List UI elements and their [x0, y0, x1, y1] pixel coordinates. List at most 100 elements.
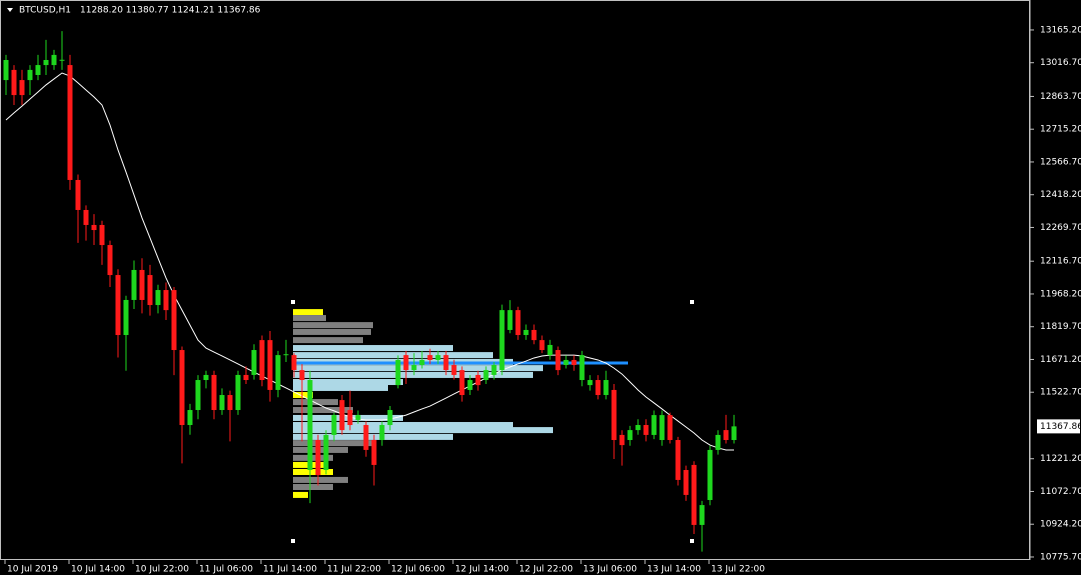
candle-body — [603, 380, 609, 396]
profile-bar — [293, 399, 338, 406]
candle-body — [259, 340, 265, 381]
candle-body — [187, 410, 193, 426]
candle-body — [243, 374, 249, 381]
profile-bar — [293, 476, 348, 483]
candle-body — [59, 59, 65, 61]
profile-bar — [293, 454, 333, 461]
candle-body — [611, 389, 617, 441]
profile-bar — [293, 315, 326, 322]
last-price-box — [1037, 419, 1080, 434]
candle-body — [651, 415, 657, 435]
candle-body — [491, 365, 497, 375]
candle-body — [291, 355, 297, 371]
y-tick-label: 10924.20 — [1040, 520, 1081, 530]
candle-body — [43, 59, 49, 66]
candle-body — [539, 340, 545, 351]
candle-body — [283, 354, 289, 356]
y-tick-label: 11072.70 — [1040, 487, 1081, 497]
x-tick-label: 10 Jul 2019 — [7, 565, 58, 575]
candle-body — [731, 426, 737, 441]
moving-average — [5, 72, 734, 451]
candle-body — [507, 310, 513, 330]
profile-bar — [293, 352, 493, 359]
candle-body — [403, 355, 409, 371]
profile-bar — [293, 427, 553, 434]
profile-bar — [293, 483, 333, 490]
candle-body — [547, 344, 553, 356]
y-tick-label: 12269.70 — [1040, 223, 1081, 233]
candle-body — [107, 245, 113, 276]
candle-body — [699, 505, 705, 525]
y-tick-label: 11671.20 — [1040, 355, 1081, 365]
candle-body — [483, 370, 489, 381]
candle-body — [51, 54, 57, 66]
last-price-label: 11367.86 — [1040, 422, 1081, 432]
profile-bar — [293, 371, 533, 378]
x-tick-label: 12 Jul 06:00 — [391, 565, 445, 575]
y-tick-label: 12418.20 — [1040, 190, 1081, 200]
plot-frame — [0, 0, 1030, 560]
profile-bar — [293, 328, 371, 335]
profile-bar — [293, 491, 308, 498]
profile-bar — [293, 433, 453, 440]
candle-body — [451, 365, 457, 375]
candle-body — [339, 400, 345, 431]
profile-bar — [293, 379, 403, 386]
candle-body — [211, 374, 217, 411]
profile-bar — [293, 392, 313, 399]
y-tick-label: 12116.70 — [1040, 257, 1081, 267]
candle-body — [571, 359, 577, 366]
candle-body — [27, 69, 33, 81]
profile-handle[interactable] — [690, 300, 694, 304]
candle-body — [139, 269, 145, 300]
candle-body — [691, 464, 697, 525]
profile-bar — [293, 345, 453, 352]
candle-body — [443, 355, 449, 371]
x-tick-label: 10 Jul 14:00 — [71, 565, 125, 575]
candle-body — [683, 470, 689, 495]
candle-body — [179, 350, 185, 426]
y-tick-label: 12863.70 — [1040, 92, 1081, 102]
candle-body — [3, 59, 9, 81]
candle-body — [115, 275, 121, 336]
profile-handle[interactable] — [291, 300, 295, 304]
chart-subtitle: 11288.20 11380.77 11241.21 11367.86 — [80, 6, 261, 16]
candle-body — [267, 340, 273, 390]
candle-body — [555, 350, 561, 371]
x-tick-label: 12 Jul 22:00 — [519, 565, 573, 575]
candle-body — [427, 355, 433, 360]
candle-body — [235, 374, 241, 411]
profile-bar — [293, 422, 513, 429]
x-tick-label: 13 Jul 06:00 — [583, 565, 637, 575]
candle-body — [99, 224, 105, 246]
candle-body — [459, 370, 465, 396]
y-tick-label: 11819.70 — [1040, 322, 1081, 332]
candle-body — [675, 440, 681, 480]
candle-body — [371, 440, 377, 465]
candle-body — [395, 359, 401, 386]
profile-handle[interactable] — [690, 539, 694, 543]
candle-body — [83, 209, 89, 225]
candle-body — [587, 380, 593, 386]
y-tick-label: 12715.20 — [1040, 125, 1081, 135]
candle-body — [11, 69, 17, 96]
profile-handle[interactable] — [291, 539, 295, 543]
candle-body — [635, 425, 641, 431]
candle-body — [219, 395, 225, 411]
candle-body — [707, 449, 713, 501]
y-tick-label: 13016.70 — [1040, 58, 1081, 68]
candle-body — [379, 425, 385, 441]
menu-arrow[interactable] — [7, 8, 13, 12]
candle-body — [387, 410, 393, 426]
y-tick-label: 12566.70 — [1040, 157, 1081, 167]
candle-body — [667, 415, 673, 441]
candle-body — [715, 434, 721, 450]
x-tick-label: 13 Jul 14:00 — [647, 565, 701, 575]
candle-body — [331, 415, 337, 435]
chart-title: BTCUSD,H1 — [19, 6, 71, 16]
candle-body — [627, 430, 633, 441]
candle-body — [523, 329, 529, 336]
x-tick-label: 12 Jul 14:00 — [455, 565, 509, 575]
candle-body — [91, 224, 97, 231]
candle-body — [147, 275, 153, 306]
